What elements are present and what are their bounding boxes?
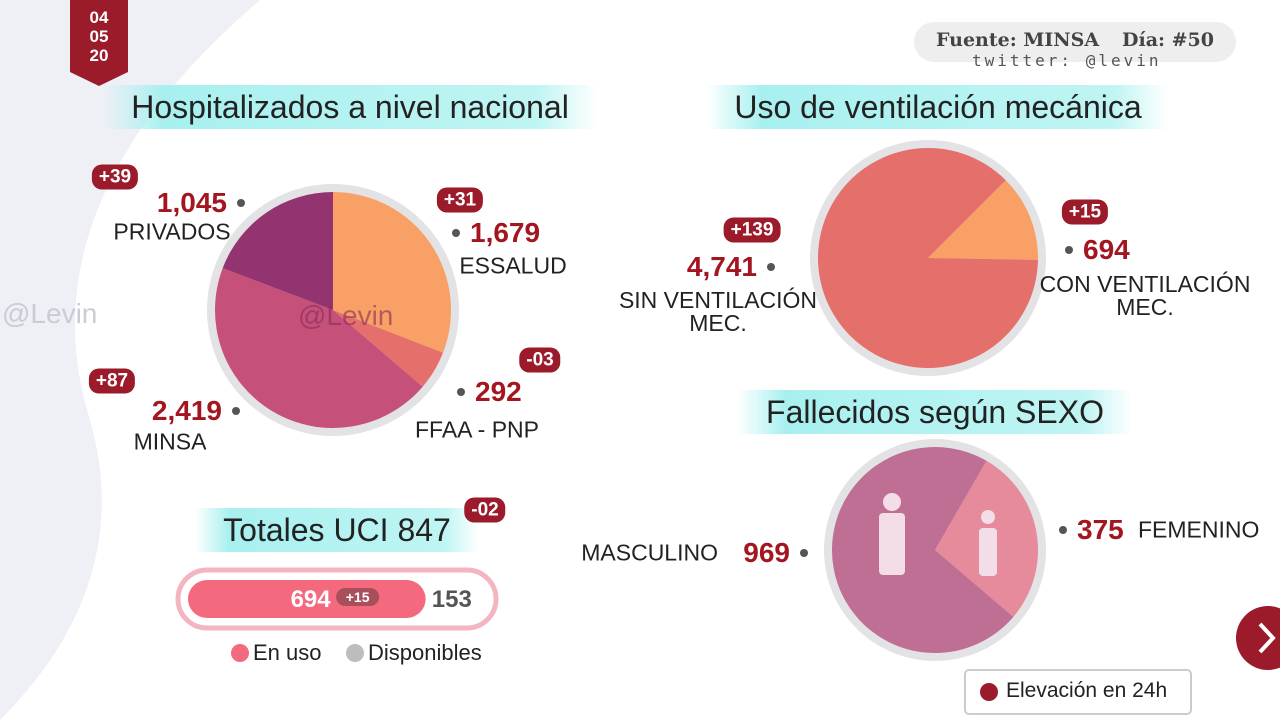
next-arrow xyxy=(1258,622,1276,654)
legend-text: Elevación en 24h xyxy=(1006,679,1168,702)
pie-slice xyxy=(817,147,1038,368)
legend-dot xyxy=(346,644,364,662)
label-dot xyxy=(237,199,245,207)
label-dot xyxy=(457,388,465,396)
label-dot xyxy=(232,407,240,415)
chart-title: Hospitalizados a nivel nacional xyxy=(103,85,597,129)
value-label: 969 xyxy=(743,537,790,568)
day: Día: #50 xyxy=(1122,29,1214,51)
change-badge: +39 xyxy=(91,164,139,190)
chart-title: Fallecidos según SEXO xyxy=(738,390,1132,434)
watermark: @Levin xyxy=(2,298,98,329)
label-dot xyxy=(452,229,460,237)
value-label: 375 xyxy=(1077,514,1124,545)
category-label: MASCULINO xyxy=(581,539,718,566)
next-button[interactable] xyxy=(1236,606,1280,670)
label-dot xyxy=(767,263,775,271)
pie-slice xyxy=(333,310,444,387)
change-badge: +31 xyxy=(436,187,484,213)
change-badge: -03 xyxy=(519,347,561,373)
change-badge: +87 xyxy=(88,368,136,394)
change-badge: -02 xyxy=(464,497,506,523)
person-body xyxy=(979,528,997,576)
category-label: MINSA xyxy=(133,428,207,455)
pie-slice xyxy=(215,268,423,428)
legend-dot xyxy=(231,644,249,662)
value-label: 292 xyxy=(475,376,522,407)
bar-value: 694 xyxy=(290,586,331,613)
bar-value: 153 xyxy=(431,586,472,613)
watermark: @Levin xyxy=(298,300,394,331)
date-banner xyxy=(70,0,128,86)
legend-dot xyxy=(980,683,998,701)
label-dot xyxy=(800,549,808,557)
pie-slice xyxy=(222,192,333,310)
label-dot xyxy=(1065,246,1073,254)
pie-slice xyxy=(333,191,451,353)
date-month: 05 xyxy=(89,27,109,46)
date-year: 20 xyxy=(89,46,109,65)
legend-label: Disponibles xyxy=(368,640,482,665)
category-label: FFAA - PNP xyxy=(415,416,539,443)
value-label: 1,679 xyxy=(470,217,541,248)
category-label: SIN VENTILACIÓN MEC. xyxy=(618,287,818,336)
category-label: ESSALUD xyxy=(459,252,567,279)
date: 04 05 20 xyxy=(90,8,109,65)
value-label: 1,045 xyxy=(156,187,227,218)
pie-slice xyxy=(928,180,1038,260)
label-dot xyxy=(1059,526,1067,534)
date-day: 04 xyxy=(89,8,109,27)
source-box xyxy=(914,22,1236,62)
value-label: 2,419 xyxy=(151,395,222,426)
source: Fuente: MINSA xyxy=(936,29,1100,51)
person-head xyxy=(981,510,995,524)
change-badge: +139 xyxy=(723,217,781,243)
legend-label: En uso xyxy=(253,640,322,665)
value-label: 4,741 xyxy=(686,251,757,282)
person-body xyxy=(879,513,905,575)
change-badge: +15 xyxy=(335,588,380,606)
twitter: twitter: @levin xyxy=(972,51,1162,70)
category-label: FEMENINO xyxy=(1138,516,1260,543)
chart-title: Totales UCI 847 xyxy=(195,508,479,552)
category-label: PRIVADOS xyxy=(113,218,231,245)
chart-title: Uso de ventilación mecánica xyxy=(706,85,1170,129)
category-label: CON VENTILACIÓN MEC. xyxy=(1039,271,1251,320)
background-wave xyxy=(0,0,260,720)
legend-box xyxy=(964,669,1192,715)
pie-slice xyxy=(831,446,1014,654)
person-head xyxy=(883,493,901,511)
change-badge: +15 xyxy=(1061,199,1109,225)
value-label: 694 xyxy=(1083,234,1130,265)
